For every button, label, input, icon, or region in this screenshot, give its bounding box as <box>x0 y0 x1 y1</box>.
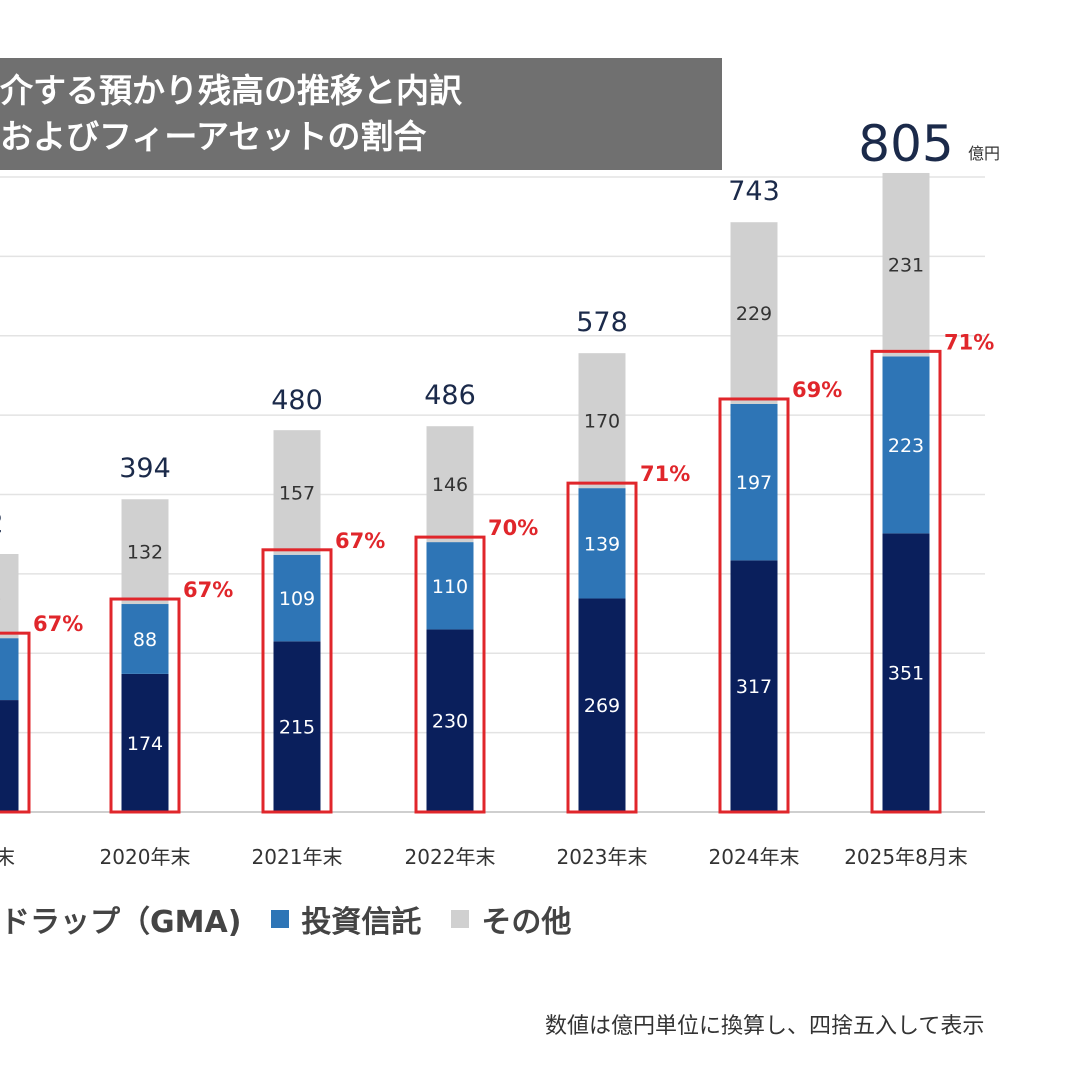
bar-total-label: 480 <box>271 385 323 416</box>
bar-segment-label: 146 <box>432 474 468 496</box>
fee-asset-outline <box>414 535 486 814</box>
bar-segment <box>730 403 778 561</box>
bar-segment-label: 157 <box>279 482 315 504</box>
bar-total-label: 486 <box>424 380 476 411</box>
bar-segment-label: 174 <box>127 733 163 755</box>
bar-segment-label: 88 <box>133 629 157 651</box>
chart-title-line2: およびフィーアセットの割合 <box>0 117 427 156</box>
fee-asset-ratio-label: 67% <box>335 529 385 553</box>
bar-segment-label: 317 <box>736 676 772 698</box>
bar-total-label: 743 <box>728 176 780 207</box>
fee-asset-ratio-label: 70% <box>488 516 538 540</box>
legend: ドラップ（GMA) 投資信託 その他 <box>0 896 601 942</box>
bar-segment-label: 230 <box>432 711 468 733</box>
fee-asset-ratio-label: 69% <box>792 378 842 402</box>
legend-item-investment-trust: 投資信託 <box>271 897 421 941</box>
bar-segment-label: 351 <box>888 663 924 685</box>
legend-label-investment-trust: 投資信託 <box>301 905 422 940</box>
fee-asset-ratio-label: 71% <box>640 462 690 486</box>
fee-asset-outline <box>870 349 942 814</box>
x-tick-label: 2023年末 <box>557 845 648 869</box>
bar-segment <box>882 172 930 357</box>
bar-segment <box>730 560 778 812</box>
bar-segment-label: 8 <box>0 659 1 681</box>
fee-asset-ratio-label: 71% <box>944 330 994 354</box>
bar-segment <box>0 554 19 639</box>
bar-segment-label: 139 <box>584 533 620 555</box>
legend-label-gma: ドラップ（GMA) <box>0 905 242 940</box>
chart-title-line1: 介する預かり残高の推移と内訳 <box>0 71 462 110</box>
legend-swatch-investment-trust <box>271 910 290 928</box>
bar-segment-label: 1 <box>0 746 1 768</box>
bar-segment-label: 110 <box>432 576 468 598</box>
bar-segment <box>273 554 321 642</box>
fee-asset-outline <box>718 397 790 814</box>
footnote: 数値は億円単位に換算し、四捨五入して表示 <box>545 1014 985 1039</box>
legend-swatch-other <box>451 910 470 928</box>
x-tick-label: 2022年末 <box>405 845 496 869</box>
bar-segment-label: 269 <box>584 695 620 717</box>
bar-segment-label: 231 <box>888 255 924 277</box>
bar-segment-label: 229 <box>736 303 772 325</box>
bar-total-label: 2 <box>0 508 4 539</box>
fee-asset-outline <box>566 481 638 814</box>
bar-segment-label: 197 <box>736 472 772 494</box>
bar-segment <box>273 430 321 555</box>
x-tick-label: 2025年8月末 <box>844 845 968 869</box>
fee-asset-ratio-label: 67% <box>183 578 233 602</box>
bar-segment <box>273 641 321 812</box>
bar-segment-label: 223 <box>888 435 924 457</box>
bar-segment <box>578 598 626 812</box>
bar-segment-label: 170 <box>584 411 620 433</box>
bar-segment <box>121 499 169 605</box>
bar-segment <box>0 700 19 812</box>
x-tick-label: 2024年末 <box>709 845 800 869</box>
legend-item-gma: ドラップ（GMA) <box>0 897 241 941</box>
bar-segment-label: 4 <box>0 586 1 608</box>
bar-total-label: 394 <box>119 453 171 484</box>
bar-segment <box>121 604 169 674</box>
bar-segment <box>0 638 19 701</box>
fee-asset-outline <box>261 548 333 814</box>
fee-asset-ratio-label: 67% <box>33 612 83 636</box>
bar-segment <box>882 356 930 534</box>
bar-segment-label: 215 <box>279 717 315 739</box>
legend-item-other: その他 <box>451 897 571 941</box>
bar-segment <box>426 629 474 812</box>
bar-total-label: 805 <box>858 115 953 173</box>
x-tick-label: 2021年末 <box>252 845 343 869</box>
bar-segment <box>578 353 626 489</box>
bar-segment <box>121 673 169 812</box>
bar-segment-label: 109 <box>279 588 315 610</box>
x-tick-label: 年末 <box>0 845 15 869</box>
chart-title: 介する預かり残高の推移と内訳 およびフィーアセットの割合 <box>0 58 722 170</box>
bar-total-label: 578 <box>576 307 628 338</box>
unit-label: 億円 <box>968 144 1000 163</box>
x-tick-label: 2020年末 <box>100 845 191 869</box>
bar-segment <box>426 426 474 543</box>
fee-asset-outline <box>109 597 181 814</box>
bar-segment <box>882 533 930 812</box>
bar-segment-label: 132 <box>127 542 163 564</box>
legend-label-other: その他 <box>481 905 572 940</box>
bar-segment <box>578 488 626 599</box>
bar-segment <box>426 542 474 630</box>
fee-asset-outline <box>0 631 31 814</box>
bar-segment <box>730 222 778 404</box>
